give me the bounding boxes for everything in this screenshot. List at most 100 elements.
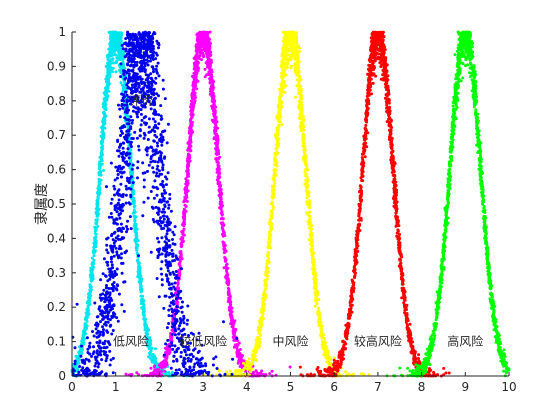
data-point <box>259 372 263 376</box>
data-point <box>221 204 225 208</box>
data-point <box>280 52 284 56</box>
data-point <box>224 276 228 280</box>
data-point <box>316 366 320 369</box>
data-point <box>318 323 322 327</box>
data-point <box>94 243 98 247</box>
data-point <box>268 240 272 244</box>
data-point <box>317 306 321 310</box>
data-point <box>188 126 191 130</box>
data-point <box>265 264 269 268</box>
data-point <box>295 61 299 65</box>
data-point <box>112 46 115 50</box>
data-point <box>211 93 215 97</box>
data-point <box>225 262 229 266</box>
data-point <box>312 263 316 267</box>
data-point <box>270 214 274 218</box>
data-point <box>214 105 218 109</box>
data-point <box>228 298 232 302</box>
data-point <box>272 184 276 188</box>
data-point <box>150 354 154 357</box>
data-point <box>201 53 205 57</box>
data-point <box>221 224 224 228</box>
data-point <box>279 64 283 68</box>
data-point <box>82 333 86 337</box>
data-point <box>119 81 123 85</box>
data-point <box>283 73 287 77</box>
data-point <box>102 115 106 119</box>
data-point <box>225 273 229 277</box>
data-point <box>269 234 272 238</box>
data-point <box>190 131 194 135</box>
data-point <box>139 274 143 278</box>
data-point <box>139 285 142 289</box>
data-point <box>270 200 274 204</box>
data-point <box>105 54 109 58</box>
data-point <box>199 38 203 42</box>
data-point <box>236 361 240 365</box>
data-point <box>181 222 185 226</box>
data-point <box>279 90 283 94</box>
data-point <box>213 99 217 103</box>
data-point <box>230 325 234 329</box>
data-point <box>132 192 136 196</box>
data-point <box>294 41 298 45</box>
data-point <box>213 125 217 129</box>
data-point <box>191 84 195 88</box>
data-point <box>105 83 109 87</box>
data-point <box>163 369 167 373</box>
data-point <box>321 340 325 344</box>
data-point <box>205 38 209 41</box>
data-point <box>216 136 220 140</box>
data-point <box>284 62 288 66</box>
data-point <box>278 99 281 103</box>
data-point <box>216 160 220 164</box>
data-point <box>103 105 107 109</box>
data-point <box>223 256 227 260</box>
data-point <box>279 87 283 91</box>
data-point <box>217 156 221 160</box>
data-point <box>219 217 223 221</box>
data-point <box>296 44 300 48</box>
data-point <box>143 327 147 331</box>
data-point <box>97 180 101 184</box>
data-point <box>281 76 285 80</box>
data-point <box>348 303 352 307</box>
data-point <box>92 254 96 258</box>
data-point <box>360 372 363 376</box>
data-point <box>195 87 199 91</box>
data-point <box>105 78 109 82</box>
data-point <box>417 353 421 357</box>
data-point <box>182 212 185 216</box>
data-point <box>282 81 286 85</box>
data-point <box>274 147 278 151</box>
data-point <box>303 152 307 156</box>
data-point <box>289 64 293 68</box>
data-point <box>144 323 148 327</box>
data-point <box>214 129 218 133</box>
data-point <box>135 231 139 235</box>
data-point <box>302 118 306 122</box>
data-point <box>220 212 224 216</box>
data-point <box>115 56 119 60</box>
data-point <box>183 198 187 202</box>
data-point <box>305 175 309 179</box>
data-point <box>195 46 199 50</box>
data-point <box>219 197 223 201</box>
data-point <box>200 33 204 37</box>
data-point <box>187 154 191 157</box>
data-point <box>179 245 183 248</box>
data-point <box>207 66 211 70</box>
data-point <box>107 89 111 93</box>
data-point <box>134 215 138 219</box>
data-point <box>139 287 143 291</box>
data-point <box>307 218 311 222</box>
data-point <box>277 112 281 116</box>
data-point <box>187 163 191 167</box>
data-point <box>203 42 207 46</box>
data-point <box>119 36 123 40</box>
data-point <box>200 44 204 48</box>
data-point <box>303 147 307 151</box>
data-point <box>246 364 250 368</box>
data-point <box>110 53 114 57</box>
data-point <box>303 182 307 186</box>
